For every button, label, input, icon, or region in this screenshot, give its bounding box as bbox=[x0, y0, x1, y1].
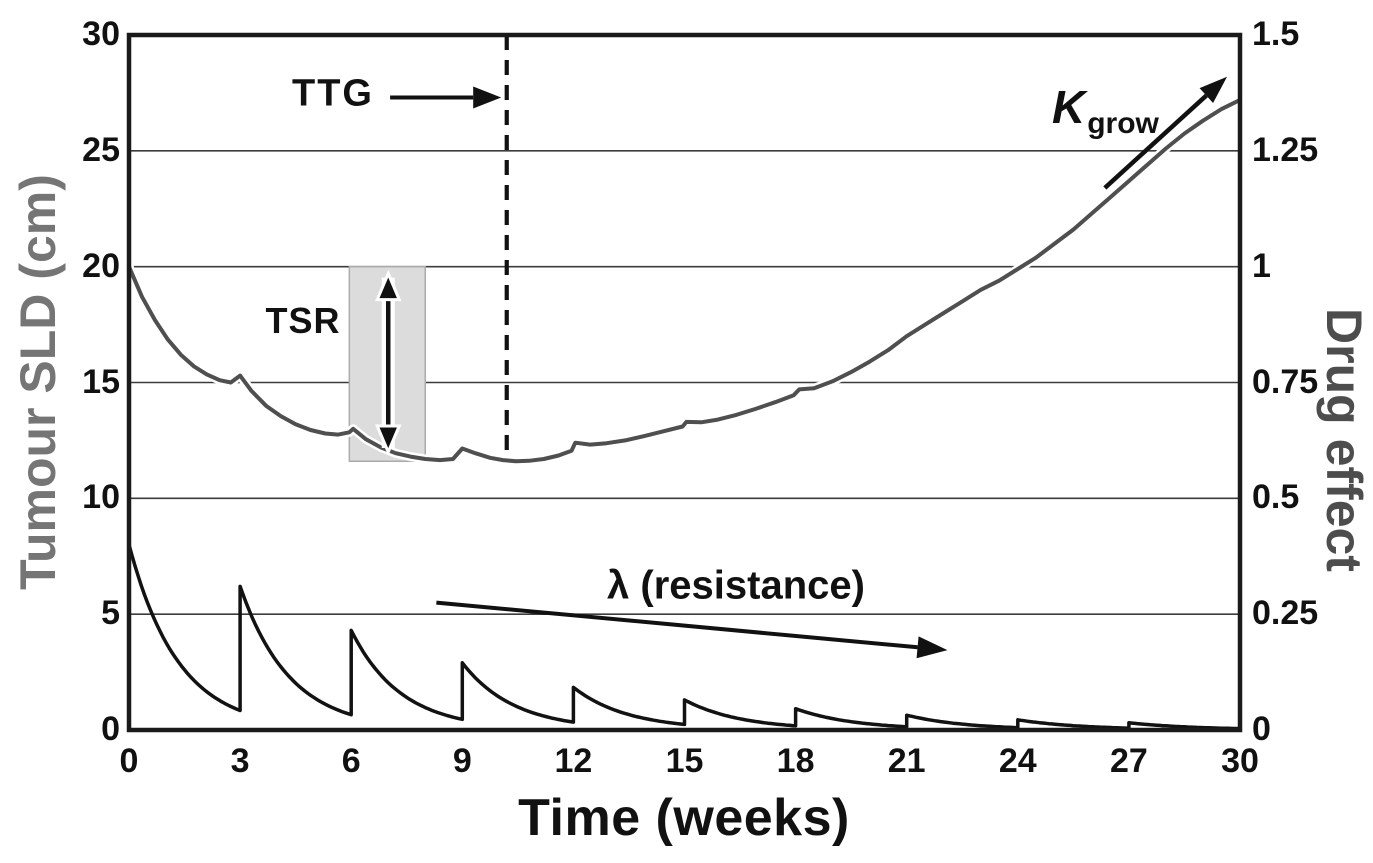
tumour-sld-curve bbox=[127, 97, 1242, 464]
tumour-curve-casing bbox=[124, 95, 1245, 466]
right-axis-tick-label: 0.25 bbox=[1252, 594, 1319, 633]
x-axis-tick-label: 24 bbox=[998, 742, 1037, 780]
kgrow-label-k: K bbox=[1052, 81, 1086, 133]
tsr-arrowhead-down bbox=[374, 424, 402, 456]
kgrow-arrow bbox=[1103, 93, 1208, 190]
tsr-arrowhead-up bbox=[374, 269, 402, 302]
left-axis-tick-label: 10 bbox=[82, 478, 120, 517]
right-axis-tick-label: 1 bbox=[1252, 246, 1271, 285]
right-axis-tick-label: 1.25 bbox=[1252, 130, 1319, 169]
ttg-arrow-head bbox=[473, 86, 502, 109]
right-axis-tick-label: 1.5 bbox=[1252, 15, 1300, 53]
left-axis-tick-label: 25 bbox=[82, 130, 120, 169]
right-axis-tick-label: 0.75 bbox=[1252, 362, 1319, 401]
lambda-resistance-arrow-head bbox=[916, 636, 948, 659]
ttg-annotation-label: TTG bbox=[292, 72, 374, 115]
plot-border bbox=[126, 32, 1243, 733]
x-axis-tick-label: 21 bbox=[887, 742, 926, 780]
x-axis-tick-label: 3 bbox=[230, 742, 250, 780]
left-axis-tick-label: 20 bbox=[82, 246, 120, 285]
lambda-resistance-arrow bbox=[436, 600, 918, 650]
x-axis-tick-label: 18 bbox=[776, 742, 815, 780]
left-axis-tick-label: 30 bbox=[82, 15, 120, 53]
left-axis-tick-label: 15 bbox=[82, 362, 120, 401]
kgrow-annotation-label: Kgrow bbox=[1052, 80, 1159, 140]
right-axis-title: Drug effect bbox=[1316, 308, 1372, 572]
x-axis-tick-label: 6 bbox=[341, 742, 361, 780]
drug-effect-curve bbox=[127, 544, 1241, 731]
right-axis-tick-label: 0.5 bbox=[1252, 478, 1300, 517]
left-axis-tick-label: 5 bbox=[101, 594, 120, 633]
x-axis-tick-label: 12 bbox=[554, 742, 593, 780]
x-axis-tick-label: 0 bbox=[119, 742, 139, 780]
x-axis-tick-label: 27 bbox=[1109, 742, 1148, 780]
x-axis-tick-label: 15 bbox=[665, 742, 704, 780]
tsr-annotation-label: TSR bbox=[265, 300, 341, 341]
kgrow-label-subscript: grow bbox=[1087, 107, 1159, 140]
x-axis-title: Time (weeks) bbox=[518, 789, 850, 847]
x-axis-tick-label: 30 bbox=[1221, 742, 1259, 780]
left-axis-tick-label: 0 bbox=[101, 710, 120, 748]
x-axis-tick-label: 9 bbox=[452, 742, 472, 780]
lambda-resistance-label: λ (resistance) bbox=[607, 563, 865, 608]
kgrow-arrow-head bbox=[1199, 76, 1228, 103]
right-axis-tick-label: 0 bbox=[1252, 710, 1271, 748]
